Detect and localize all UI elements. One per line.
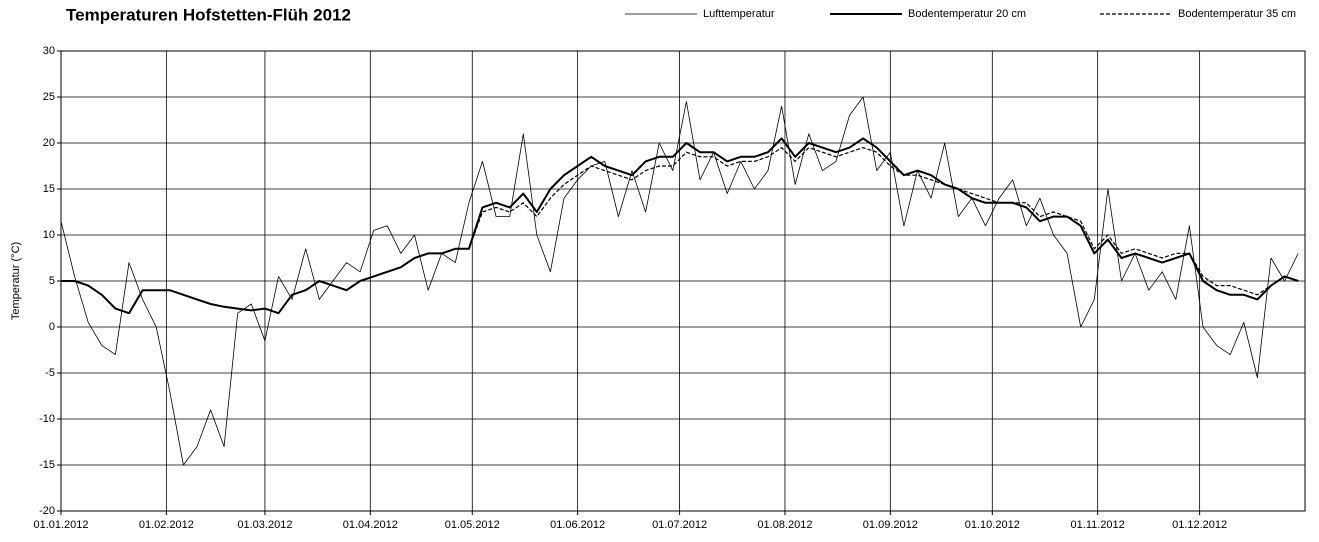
series-line bbox=[60, 96, 1299, 466]
x-tick-label: 01.02.2012 bbox=[139, 519, 194, 531]
y-axis-label: Temperatur (°C) bbox=[10, 242, 22, 320]
x-tick-label: 01.10.2012 bbox=[965, 519, 1020, 531]
x-tick-label: 01.01.2012 bbox=[33, 519, 88, 531]
legend-label: Bodentemperatur 20 cm bbox=[908, 8, 1026, 20]
y-tick-label: 20 bbox=[43, 137, 55, 149]
y-tick-label: 5 bbox=[49, 275, 55, 287]
y-tick-label: 25 bbox=[43, 91, 55, 103]
x-tick-label: 01.06.2012 bbox=[550, 519, 605, 531]
x-tick-label: 01.05.2012 bbox=[445, 519, 500, 531]
series-line bbox=[61, 147, 1299, 314]
y-tick-label: 0 bbox=[49, 321, 55, 333]
legend-label: Lufttemperatur bbox=[703, 8, 775, 20]
y-tick-label: -10 bbox=[39, 413, 55, 425]
legend-label: Bodentemperatur 35 cm bbox=[1178, 8, 1296, 20]
y-tick-label: -5 bbox=[45, 367, 55, 379]
y-tick-label: -20 bbox=[39, 505, 55, 517]
x-tick-label: 01.09.2012 bbox=[863, 519, 918, 531]
x-tick-label: 01.11.2012 bbox=[1071, 519, 1125, 531]
y-tick-label: 10 bbox=[43, 229, 55, 241]
chart-title: Temperaturen Hofstetten-Flüh 2012 bbox=[66, 5, 351, 24]
x-tick-label: 01.12.2012 bbox=[1172, 519, 1227, 531]
series-line bbox=[61, 137, 1299, 315]
x-tick-label: 01.08.2012 bbox=[757, 519, 812, 531]
y-tick-label: 15 bbox=[43, 183, 55, 195]
y-tick-label: 30 bbox=[43, 45, 55, 57]
x-tick-label: 01.04.2012 bbox=[343, 519, 398, 531]
y-tick-label: -15 bbox=[39, 459, 55, 471]
x-tick-label: 01.07.2012 bbox=[652, 519, 707, 531]
x-tick-label: 01.03.2012 bbox=[237, 519, 292, 531]
